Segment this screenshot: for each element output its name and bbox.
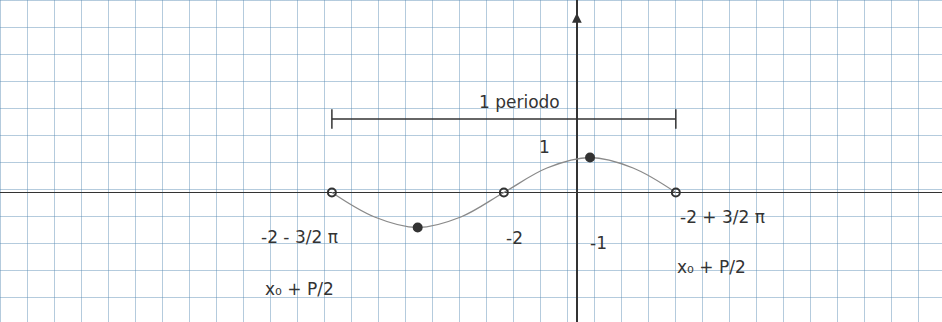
svg-text:1 periodo: 1 periodo — [479, 92, 560, 112]
svg-text:x₀ + P/2: x₀ + P/2 — [265, 279, 334, 299]
svg-text:-2: -2 — [506, 228, 523, 248]
svg-text:-1: -1 — [590, 233, 607, 253]
svg-text:-2 - 3/2 π: -2 - 3/2 π — [261, 227, 338, 247]
svg-text:x₀ + P/2: x₀ + P/2 — [677, 257, 746, 277]
svg-text:-2 + 3/2 π: -2 + 3/2 π — [680, 207, 765, 227]
svg-text:1: 1 — [539, 137, 550, 157]
